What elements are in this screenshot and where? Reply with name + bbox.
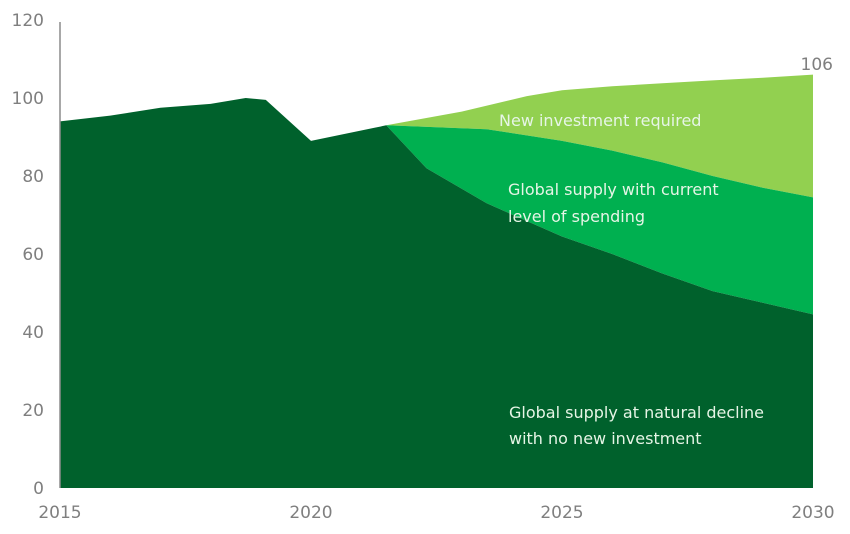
y-tick-label: 60 [22, 245, 44, 265]
y-tick-label: 100 [12, 89, 44, 109]
x-tick-label: 2015 [38, 503, 81, 523]
annotation-current-spending-line1: Global supply with current [508, 180, 719, 199]
annotation-new-investment: New investment required [499, 111, 701, 130]
annotation-natural-decline-line2: with no new investment [509, 429, 702, 448]
y-tick-label: 40 [22, 323, 44, 343]
area-natural-decline [60, 98, 813, 488]
y-tick-label: 0 [33, 479, 44, 499]
y-tick-label: 20 [22, 401, 44, 421]
area-new-investment [386, 74, 813, 198]
x-tick-label: 2020 [289, 503, 332, 523]
x-tick-label: 2025 [540, 503, 583, 523]
y-tick-label: 120 [12, 11, 44, 31]
end-value-label: 106 [801, 55, 833, 75]
area-current-spending [386, 125, 813, 315]
annotation-current-spending-line2: level of spending [508, 207, 645, 226]
annotation-natural-decline-line1: Global supply at natural decline [509, 403, 764, 422]
area-layer [60, 74, 813, 488]
y-tick-label: 80 [22, 167, 44, 187]
y-tick-labels: 0 20 40 60 80 100 120 [12, 11, 44, 499]
x-tick-label: 2030 [791, 503, 834, 523]
x-tick-labels: 2015 2020 2025 2030 [38, 503, 834, 523]
